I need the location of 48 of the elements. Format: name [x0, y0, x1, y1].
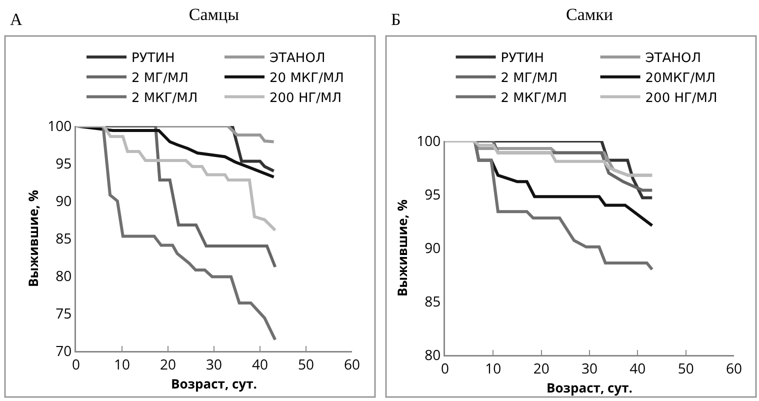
legend-label: РУТИН	[500, 51, 544, 66]
x-tick-label: 0	[72, 355, 80, 374]
x-tick-label: 50	[678, 359, 694, 378]
y-tick-label: 95	[56, 154, 72, 174]
y-axis-title: Выжившие, %	[24, 190, 42, 288]
legend-label: ЭТАНОЛ	[645, 51, 701, 66]
x-tick-label: 60	[344, 355, 360, 374]
y-tick-label: 85	[56, 229, 72, 248]
x-tick-label: 30	[581, 359, 598, 378]
y-tick-label: 90	[56, 192, 72, 211]
y-tick-label: 95	[424, 185, 441, 204]
legend-label: 2 МКГ/МЛ	[500, 90, 567, 106]
legend-label: 200 НГ/МЛ	[645, 90, 718, 106]
line-series	[76, 126, 277, 232]
legend-label: 2 МГ/МЛ	[132, 70, 188, 86]
legend-label: ЭТАНОЛ	[270, 51, 326, 66]
x-tick-label: 40	[630, 359, 646, 378]
legend-label: РУТИН	[132, 51, 175, 66]
x-axis-title: Возраст, сут.	[170, 374, 258, 392]
chart-title: Самки	[566, 4, 613, 24]
chart-title: Самцы	[188, 4, 240, 24]
x-tick-label: 20	[533, 359, 550, 378]
x-tick-label: 10	[114, 355, 130, 374]
y-tick-label: 100	[416, 132, 441, 151]
x-tick-label: 40	[252, 355, 268, 374]
legend-label: 200 НГ/МЛ	[270, 90, 342, 106]
y-axis-title: Выжившие, %	[392, 199, 411, 297]
text: Б	[391, 10, 401, 29]
y-tick-label: 80	[56, 266, 72, 286]
x-tick-label: 50	[298, 355, 314, 374]
legend-label: 2 МГ/МЛ	[500, 70, 558, 86]
line-series	[445, 141, 654, 177]
x-tick-label: 0	[440, 359, 450, 378]
text: А	[10, 10, 23, 29]
y-tick-label: 80	[424, 346, 441, 365]
legend-label: 20МКГ/МЛ	[645, 70, 716, 86]
y-tick-label: 85	[424, 292, 441, 312]
y-tick-label: 70	[56, 342, 72, 361]
y-tick-label: 100	[48, 116, 72, 136]
x-tick-label: 30	[206, 355, 222, 374]
x-tick-label: 10	[485, 359, 502, 378]
legend-label: 20 МКГ/МЛ	[270, 70, 344, 86]
legend-label: 2 МКГ/МЛ	[132, 90, 198, 106]
x-tick-label: 20	[160, 355, 176, 374]
x-tick-label: 60	[726, 359, 742, 378]
y-tick-label: 75	[56, 304, 72, 324]
y-tick-label: 90	[424, 238, 441, 258]
x-axis-title: Возраст, сут.	[546, 378, 633, 396]
